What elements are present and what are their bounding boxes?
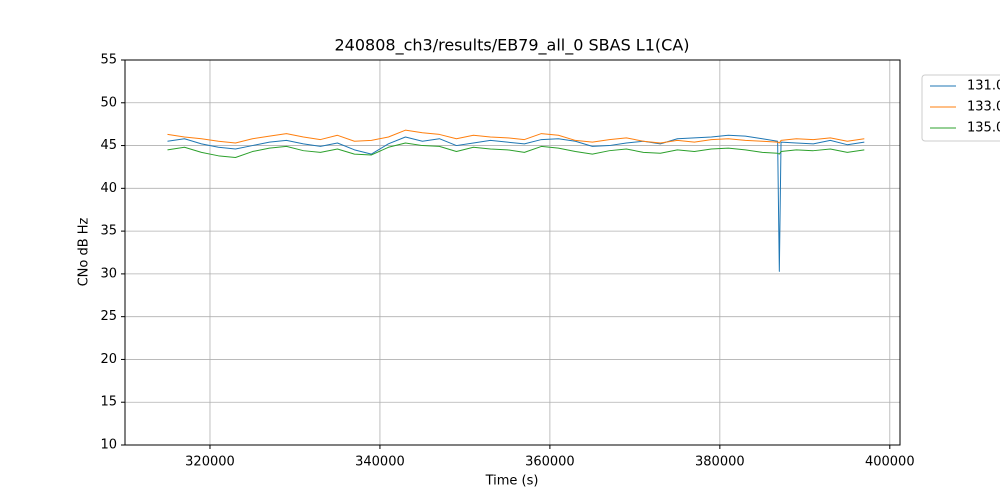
x-axis-label: Time (s) [485, 474, 539, 489]
y-tick-label: 25 [100, 309, 117, 324]
data-line [167, 142, 865, 159]
y-tick-label: 35 [100, 224, 117, 239]
x-tick-label: 360000 [525, 455, 575, 470]
x-tick-label: 380000 [695, 455, 745, 470]
axes-frame [124, 59, 901, 446]
x-tick-label: 320000 [185, 455, 235, 470]
y-tick-label: 55 [100, 53, 117, 68]
y-tick-label: 15 [100, 395, 117, 410]
y-tick-label: 20 [100, 352, 117, 367]
legend-box [921, 74, 1000, 142]
y-tick-label: 50 [100, 95, 117, 110]
legend-label: 133.0 [967, 100, 1000, 115]
legend-label: 135.0 [967, 121, 1000, 136]
y-tick-label: 45 [100, 138, 117, 153]
y-tick-label: 10 [100, 438, 117, 453]
chart-title: 240808_ch3/results/EB79_all_0 SBAS L1(CA… [335, 36, 690, 56]
data-line [167, 129, 865, 144]
legend-label: 131.0 [967, 79, 1000, 94]
x-tick-label: 340000 [355, 455, 405, 470]
data-line [167, 134, 865, 272]
x-tick-label: 400000 [865, 455, 915, 470]
y-tick-label: 30 [100, 266, 117, 281]
y-axis-label: CNo dB Hz [77, 217, 92, 286]
y-tick-label: 40 [100, 181, 117, 196]
